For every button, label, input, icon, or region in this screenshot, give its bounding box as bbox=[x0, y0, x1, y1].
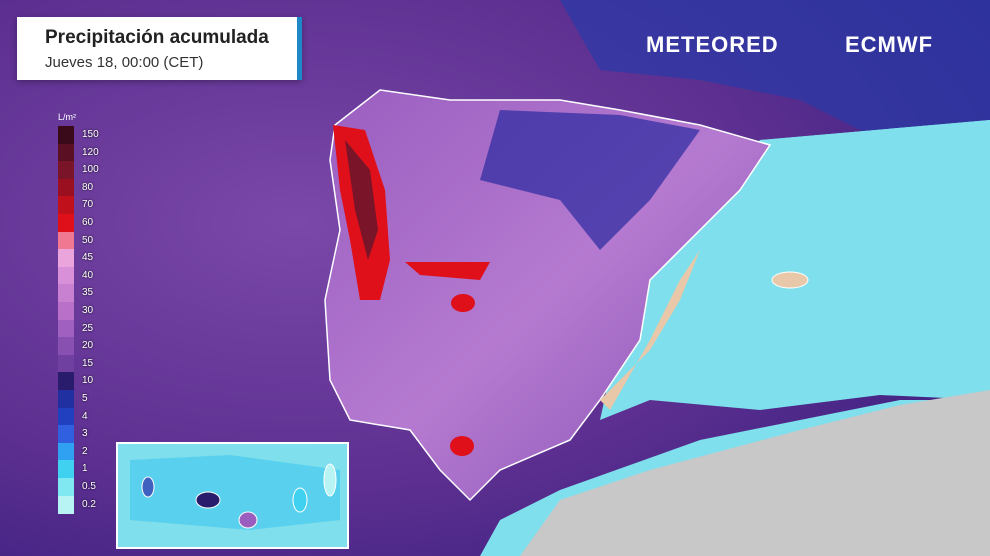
legend-swatch bbox=[58, 390, 74, 408]
legend-row: 50 bbox=[57, 231, 137, 250]
legend-swatch bbox=[58, 161, 74, 180]
legend-swatch bbox=[58, 126, 74, 144]
legend-row: 20 bbox=[57, 337, 137, 356]
legend-row: 0.5 bbox=[57, 478, 137, 496]
legend-row: 60 bbox=[57, 214, 137, 232]
legend-label: 120 bbox=[82, 146, 99, 158]
legend-label: 25 bbox=[82, 322, 94, 334]
legend-row: 4 bbox=[57, 407, 137, 426]
island bbox=[141, 476, 155, 498]
legend-swatch bbox=[58, 178, 74, 197]
heavy-rain-center bbox=[405, 262, 490, 280]
legend-row: 40 bbox=[57, 266, 137, 285]
inset-rain bbox=[130, 455, 340, 530]
legend-label: 40 bbox=[82, 269, 94, 281]
legend-row: 30 bbox=[57, 302, 137, 320]
bay-of-biscay bbox=[560, 0, 990, 200]
legend-swatch bbox=[58, 143, 74, 162]
title: Precipitación acumulada bbox=[45, 27, 269, 48]
legend-label: 3 bbox=[82, 428, 88, 440]
legend-row: 80 bbox=[57, 178, 137, 197]
legend-label: 0.5 bbox=[82, 481, 96, 492]
legend-swatch bbox=[58, 231, 74, 250]
brand-meteored: METEORED bbox=[646, 32, 779, 57]
legend-swatch bbox=[58, 337, 74, 356]
island bbox=[238, 511, 258, 529]
legend-swatch bbox=[58, 284, 74, 303]
legend-label: 60 bbox=[82, 217, 94, 228]
legend-label: 15 bbox=[82, 357, 94, 369]
legend-row: 100 bbox=[57, 161, 137, 180]
legend-swatch bbox=[58, 354, 74, 373]
north-rain bbox=[480, 110, 700, 250]
brand-ecmwf: ECMWF bbox=[845, 32, 934, 57]
legend-label: 20 bbox=[82, 340, 94, 352]
legend-row: 70 bbox=[57, 196, 137, 215]
heavy-rain-spot bbox=[451, 294, 475, 312]
legend-label: 70 bbox=[82, 199, 94, 211]
legend-row: 5 bbox=[57, 390, 137, 408]
legend-label: 30 bbox=[82, 305, 94, 316]
africa bbox=[520, 390, 990, 556]
legend-label: 10 bbox=[82, 375, 94, 387]
subtitle: Jueves 18, 00:00 (CET) bbox=[45, 54, 204, 71]
legend-row: 0.2 bbox=[57, 495, 137, 514]
legend-label: 80 bbox=[82, 181, 94, 193]
legend-label: 0.2 bbox=[82, 498, 96, 510]
legend-row: 45 bbox=[57, 249, 137, 268]
legend-label: 150 bbox=[82, 129, 99, 140]
legend-row: 15 bbox=[57, 354, 137, 373]
legend-swatch bbox=[58, 214, 74, 232]
legend-row: 150 bbox=[57, 126, 137, 144]
legend-label: 100 bbox=[82, 164, 99, 176]
extreme-rain-west bbox=[345, 140, 378, 260]
heavy-rain-south bbox=[450, 436, 474, 456]
legend-swatch bbox=[58, 319, 74, 338]
legend-label: 45 bbox=[82, 252, 94, 264]
legend-label: 35 bbox=[82, 287, 94, 299]
legend-label: 2 bbox=[82, 445, 88, 457]
legend-swatch bbox=[58, 425, 74, 444]
legend-row: 1 bbox=[57, 460, 137, 479]
balearic-islands bbox=[771, 271, 809, 289]
island bbox=[323, 463, 337, 497]
legend-label: 4 bbox=[82, 410, 88, 422]
legend-row: 10 bbox=[57, 372, 137, 391]
title-box: Precipitación acumulada Jueves 18, 00:00… bbox=[17, 17, 302, 80]
legend-label: 5 bbox=[82, 393, 88, 404]
island bbox=[292, 487, 308, 513]
legend-label: 1 bbox=[82, 463, 88, 475]
legend-row: 35 bbox=[57, 284, 137, 303]
legend-row: 25 bbox=[57, 319, 137, 338]
legend-row: 2 bbox=[57, 442, 137, 461]
legend-swatch bbox=[58, 407, 74, 426]
legend-swatch bbox=[58, 372, 74, 391]
legend-unit: L/m² bbox=[58, 112, 76, 122]
island bbox=[195, 491, 221, 509]
legend-swatch bbox=[58, 478, 74, 496]
legend-label: 50 bbox=[82, 234, 94, 246]
legend-swatch bbox=[58, 266, 74, 285]
legend-swatch bbox=[58, 442, 74, 461]
legend-swatch bbox=[58, 495, 74, 514]
legend-row: 120 bbox=[57, 143, 137, 162]
legend-swatch bbox=[58, 302, 74, 320]
legend-swatch bbox=[58, 460, 74, 479]
mediterranean-east bbox=[600, 120, 990, 420]
legend-swatch bbox=[58, 249, 74, 268]
coast-dry bbox=[600, 220, 720, 410]
legend-row: 3 bbox=[57, 425, 137, 444]
legend-swatch bbox=[58, 196, 74, 215]
